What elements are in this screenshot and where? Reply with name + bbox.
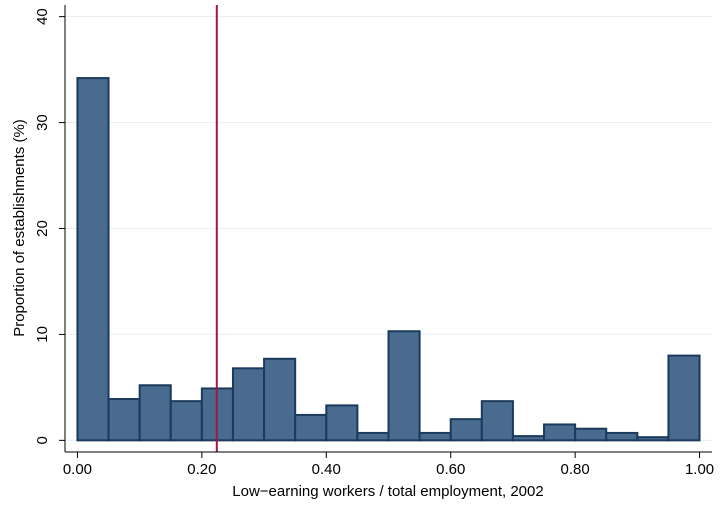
y-tick-label: 40 <box>34 8 51 25</box>
bar <box>418 431 452 442</box>
bar <box>107 398 141 442</box>
bar <box>356 431 390 442</box>
bar <box>138 384 172 442</box>
bar <box>325 404 359 442</box>
y-axis-title: Proportion of establishments (%) <box>11 119 28 337</box>
bar <box>263 357 297 442</box>
y-tick-label: 30 <box>34 114 51 131</box>
bar <box>543 423 577 442</box>
bar <box>480 400 514 442</box>
bar <box>511 435 546 442</box>
bar <box>449 418 483 442</box>
x-tick-label: 0.20 <box>187 461 216 478</box>
y-tick-label: 10 <box>34 326 51 343</box>
bar <box>387 330 421 442</box>
x-tick-label: 1.00 <box>685 461 714 478</box>
x-tick-label: 0.60 <box>436 461 465 478</box>
y-tick-label: 20 <box>34 220 51 237</box>
x-tick-label: 0.80 <box>561 461 590 478</box>
bar <box>605 431 639 442</box>
x-tick-label: 0.00 <box>63 461 92 478</box>
bar <box>76 77 110 442</box>
x-axis-title: Low−earning workers / total employment, … <box>232 483 543 500</box>
y-tick-label: 0 <box>34 436 51 444</box>
bar <box>636 436 670 442</box>
bar <box>231 367 266 442</box>
bar <box>169 400 203 442</box>
x-tick-label: 0.40 <box>312 461 341 478</box>
bar <box>667 354 701 442</box>
bar <box>294 413 328 442</box>
bar <box>574 427 608 442</box>
